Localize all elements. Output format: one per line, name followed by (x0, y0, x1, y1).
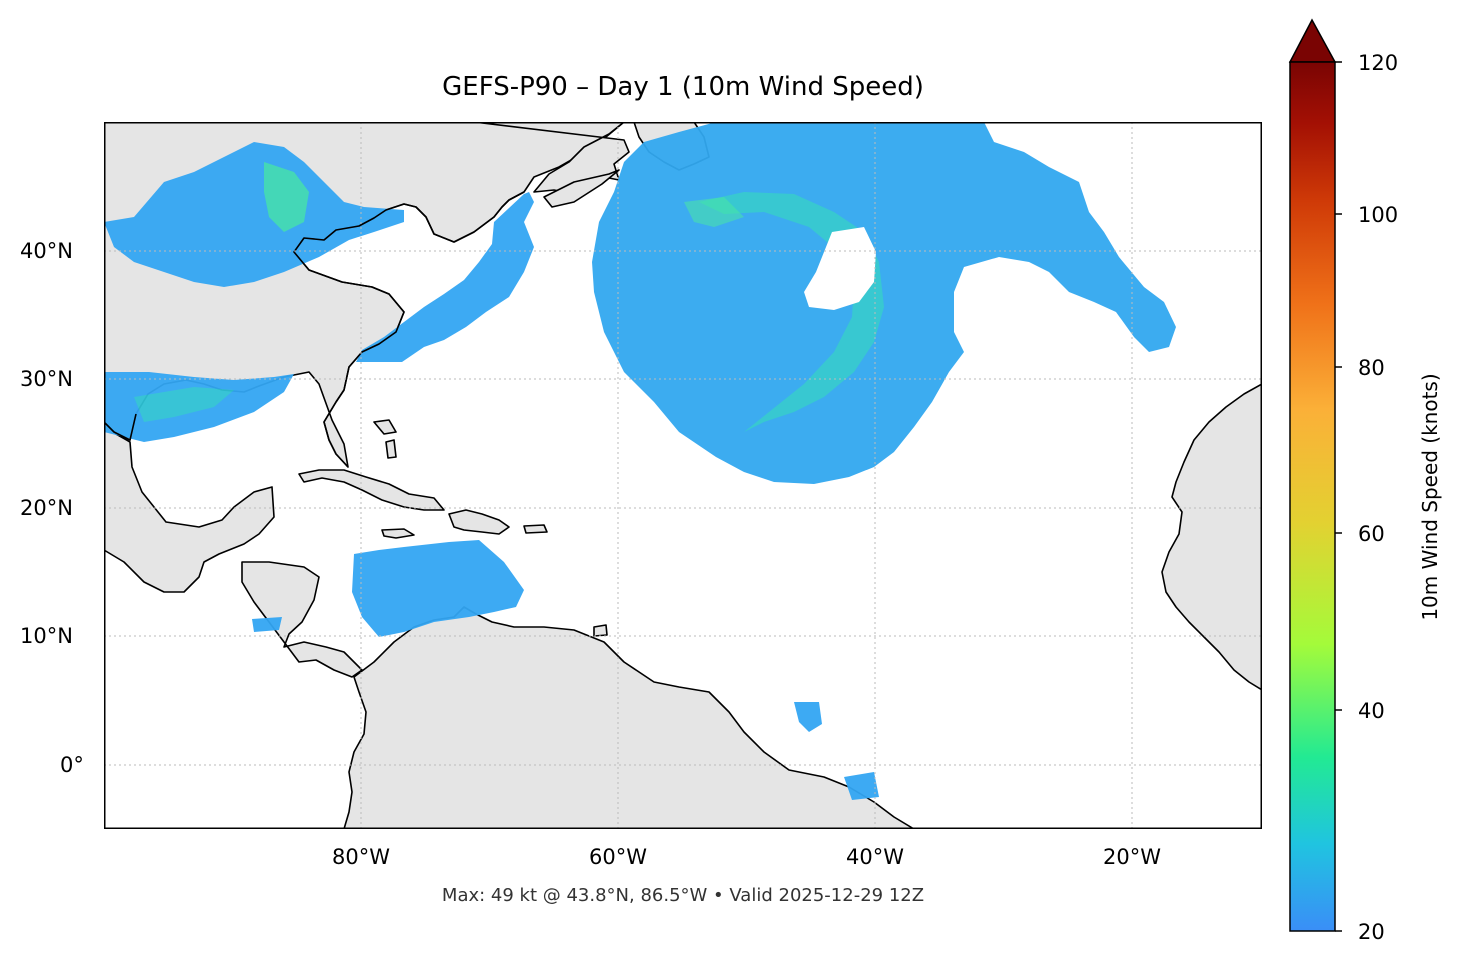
y-tick-label: 0° (60, 753, 84, 777)
chart-title: GEFS-P90 – Day 1 (10m Wind Speed) (442, 72, 924, 102)
colorbar-extend-arrow (1288, 18, 1337, 63)
ne-us-coast-wind-area (356, 192, 534, 362)
storm-eye-calm (804, 227, 876, 310)
puerto-rico-land (523, 524, 548, 534)
jamaica-land (381, 528, 415, 539)
colorbar-tick-label: 20 (1358, 920, 1385, 944)
mexico-central-america-land (104, 421, 275, 593)
hispaniola-land (448, 509, 510, 535)
gulf-coast-wind-peak (134, 387, 234, 422)
x-tick-label: 20°W (1103, 845, 1161, 869)
central-america-land (241, 561, 363, 678)
atlantic-storm-band (684, 197, 744, 227)
atlantic-storm-core (699, 192, 884, 432)
equatorial-wind-patch (794, 702, 822, 732)
y-tick-label: 10°N (20, 624, 73, 648)
colorbar-tick-label: 120 (1358, 51, 1399, 75)
trinidad-land (593, 624, 608, 637)
colorbar-tick-label: 100 (1358, 203, 1399, 227)
nova-scotia-land (543, 169, 620, 208)
colorbar-title: 10m Wind Speed (knots) (1418, 373, 1442, 621)
colorbar-gradient (1289, 61, 1336, 932)
x-tick-label: 40°W (846, 845, 904, 869)
great-lakes-wind-peak (264, 162, 309, 232)
coastlines (104, 191, 525, 468)
cuba-land (298, 469, 445, 511)
colorbar-tick-label: 80 (1358, 356, 1385, 380)
footer-caption: Max: 49 kt @ 43.8°N, 86.5°W • Valid 2025… (441, 885, 925, 906)
colorbar (1288, 18, 1342, 932)
caribbean-wind-area (352, 540, 524, 637)
brazil-coast-wind-patch (844, 772, 879, 800)
y-tick-label: 40°N (20, 239, 73, 263)
map-canvas (104, 122, 1262, 829)
panama-wind-patch (252, 617, 282, 632)
colorbar-ticks (1335, 61, 1342, 932)
map-panel[interactable] (104, 122, 1262, 829)
map-border (104, 122, 1262, 829)
colorbar-tick-label: 60 (1358, 522, 1385, 546)
colorbar-tick-label: 40 (1358, 699, 1385, 723)
y-tick-label: 20°N (20, 496, 73, 520)
x-tick-label: 80°W (332, 845, 390, 869)
gridlines (104, 122, 1262, 829)
y-tick-label: 30°N (20, 367, 73, 391)
x-tick-label: 60°W (589, 845, 647, 869)
west-africa-land (1161, 383, 1262, 691)
bahamas-land (373, 419, 397, 459)
